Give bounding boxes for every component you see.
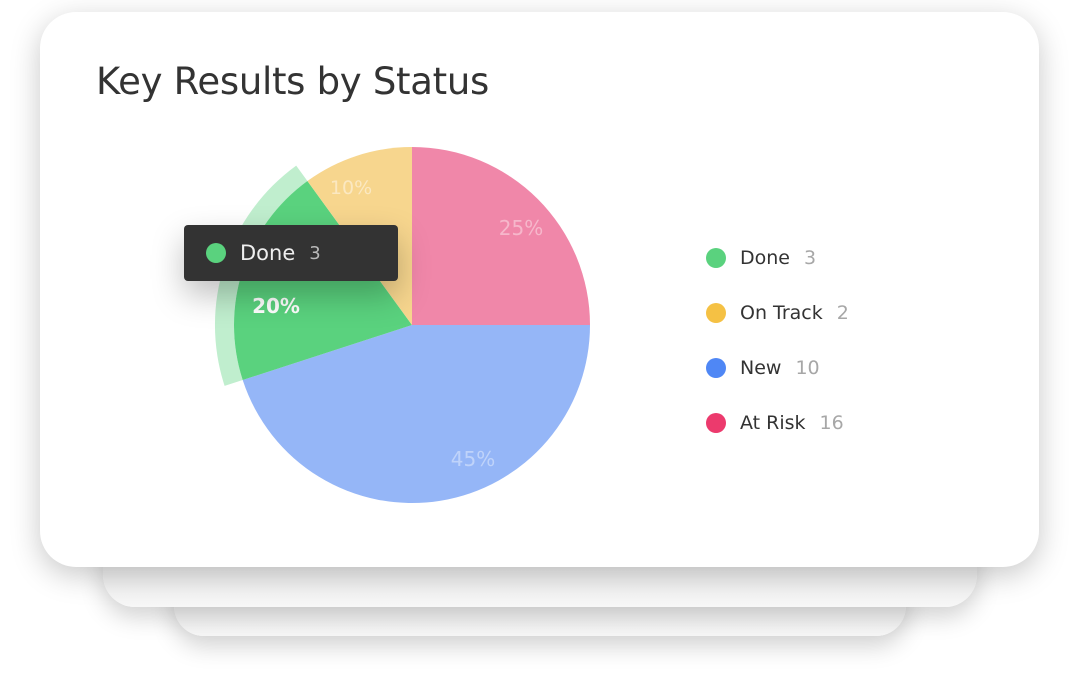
legend-dot-icon	[706, 357, 726, 378]
tooltip-label: Done	[240, 241, 296, 265]
slice-label-at-risk: 25%	[499, 216, 543, 240]
slice-label-done: 20%	[252, 294, 300, 318]
legend-item-done[interactable]: Done 3	[706, 230, 849, 285]
legend-count: 16	[819, 411, 844, 434]
legend-count: 3	[804, 246, 817, 269]
chart-title: Key Results by Status	[96, 60, 489, 103]
slice-label-new: 45%	[451, 447, 495, 471]
legend-count: 10	[795, 356, 820, 379]
legend-label: New	[740, 356, 782, 379]
chart-card: Key Results by Status 25% 45% 20% 10% Do…	[40, 12, 1039, 567]
chart-legend: Done 3 On Track 2 New 10 At Risk 16	[706, 230, 849, 450]
legend-dot-icon	[706, 412, 726, 433]
legend-label: On Track	[740, 301, 823, 324]
chart-tooltip: Done 3	[184, 225, 398, 281]
legend-item-new[interactable]: New 10	[706, 340, 849, 395]
legend-label: At Risk	[740, 411, 806, 434]
pie-chart: 25% 45% 20% 10%	[214, 147, 590, 504]
legend-item-on-track[interactable]: On Track 2	[706, 285, 849, 340]
legend-dot-icon	[706, 302, 726, 323]
slice-label-on-track: 10%	[330, 177, 372, 199]
tooltip-count: 3	[309, 242, 321, 264]
slice-new[interactable]	[242, 325, 590, 504]
slice-at-risk[interactable]	[412, 147, 590, 325]
legend-item-at-risk[interactable]: At Risk 16	[706, 395, 849, 450]
tooltip-dot-icon	[206, 243, 226, 263]
legend-label: Done	[740, 246, 790, 269]
legend-count: 2	[836, 301, 849, 324]
legend-dot-icon	[706, 247, 726, 268]
